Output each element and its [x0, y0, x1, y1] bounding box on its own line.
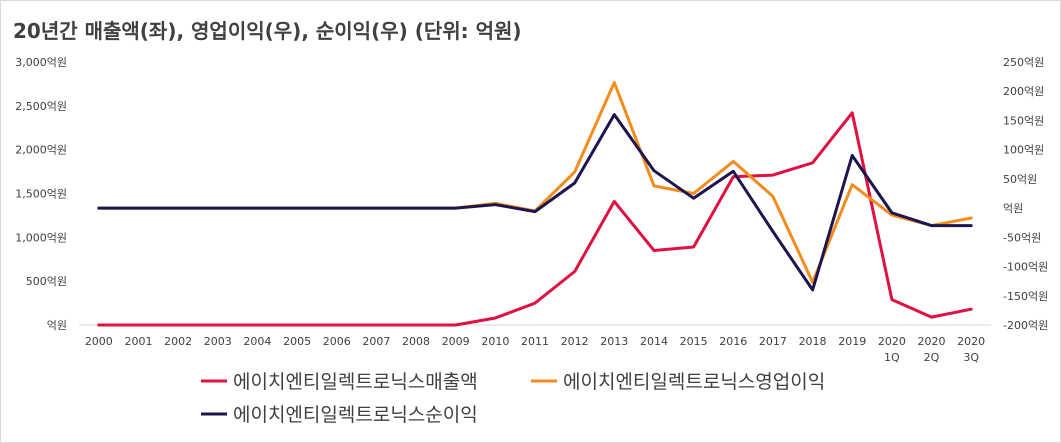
- series-line-3: [97, 113, 973, 292]
- x-axis-tick-label: 2008: [402, 335, 430, 348]
- x-axis-tick-label: 2007: [362, 335, 390, 348]
- x-axis-tick-label: 2009: [442, 335, 470, 348]
- left-axis-tick-label: 1,000억원: [15, 231, 67, 244]
- x-axis-tick-label: 2020 3Q: [957, 335, 985, 364]
- right-axis-tick-label: 250억원: [1003, 56, 1044, 69]
- x-axis-tick-label: 2014: [640, 335, 668, 348]
- x-axis-tick-label: 2016: [719, 335, 747, 348]
- x-axis-tick-label: 2017: [759, 335, 787, 348]
- legend-label: 에이치엔티일렉트로닉스영업이익: [563, 371, 825, 393]
- left-axis-tick-label: 2,500억원: [15, 100, 67, 113]
- left-axis-tick-label: 2,000억원: [15, 144, 67, 157]
- right-axis-tick-label: -50억원: [1003, 231, 1041, 244]
- x-axis-tick-label: 2013: [600, 335, 628, 348]
- x-axis-tick-label: 2010: [481, 335, 509, 348]
- x-axis-tick-label: 2019: [838, 335, 866, 348]
- right-axis-tick-label: 200억원: [1003, 85, 1044, 98]
- x-axis-tick-label: 2012: [561, 335, 589, 348]
- series-line-1: [97, 111, 973, 327]
- right-axis-tick-label: 50억원: [1003, 173, 1037, 186]
- x-axis-tick-label: 2015: [680, 335, 708, 348]
- x-axis-tick-label: 2018: [799, 335, 827, 348]
- right-axis-tick-label: 100억원: [1003, 144, 1044, 157]
- x-axis-tick-label: 2001: [124, 335, 152, 348]
- x-axis-tick-label: 2004: [243, 335, 271, 348]
- x-axis-tick-label: 2020 2Q: [918, 335, 946, 364]
- left-axis-tick-label: 3,000억원: [15, 56, 67, 69]
- x-axis-tick-label: 2002: [164, 335, 192, 348]
- right-axis-tick-label: -200억원: [1003, 319, 1048, 332]
- chart-title: 20년간 매출액(좌), 영업이익(우), 순이익(우) (단위: 억원): [13, 19, 522, 43]
- x-axis-tick-label: 2000: [85, 335, 113, 348]
- right-axis-tick-label: -100억원: [1003, 261, 1048, 274]
- left-axis-tick-label: 억원: [47, 319, 67, 332]
- right-axis-tick-label: 150억원: [1003, 114, 1044, 127]
- left-axis-tick-label: 500억원: [26, 275, 67, 288]
- series-line-2: [97, 81, 973, 284]
- x-axis-tick-label: 2003: [204, 335, 232, 348]
- legend-label: 에이치엔티일렉트로닉스매출액: [233, 371, 478, 393]
- right-axis-tick-label: 억원: [1003, 202, 1023, 215]
- x-axis-tick-label: 2006: [323, 335, 351, 348]
- legend-label: 에이치엔티일렉트로닉스순이익: [233, 404, 478, 426]
- x-axis-tick-label: 2020 1Q: [878, 335, 906, 364]
- x-axis-tick-label: 2011: [521, 335, 549, 348]
- left-axis-tick-label: 1,500억원: [15, 188, 67, 201]
- right-axis-tick-label: -150억원: [1003, 290, 1048, 303]
- x-axis-tick-label: 2005: [283, 335, 311, 348]
